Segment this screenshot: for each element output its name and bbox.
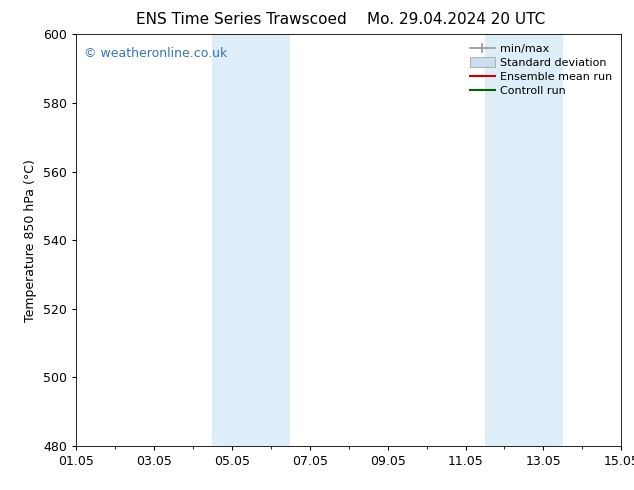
Bar (485, 34, 563, 446)
Bar (212, 34, 290, 446)
Text: ENS Time Series Trawscoed: ENS Time Series Trawscoed (136, 12, 346, 27)
Text: Mo. 29.04.2024 20 UTC: Mo. 29.04.2024 20 UTC (367, 12, 546, 27)
Text: © weatheronline.co.uk: © weatheronline.co.uk (84, 47, 228, 60)
Y-axis label: Temperature 850 hPa (°C): Temperature 850 hPa (°C) (25, 159, 37, 321)
Legend: min/max, Standard deviation, Ensemble mean run, Controll run: min/max, Standard deviation, Ensemble me… (466, 39, 617, 101)
